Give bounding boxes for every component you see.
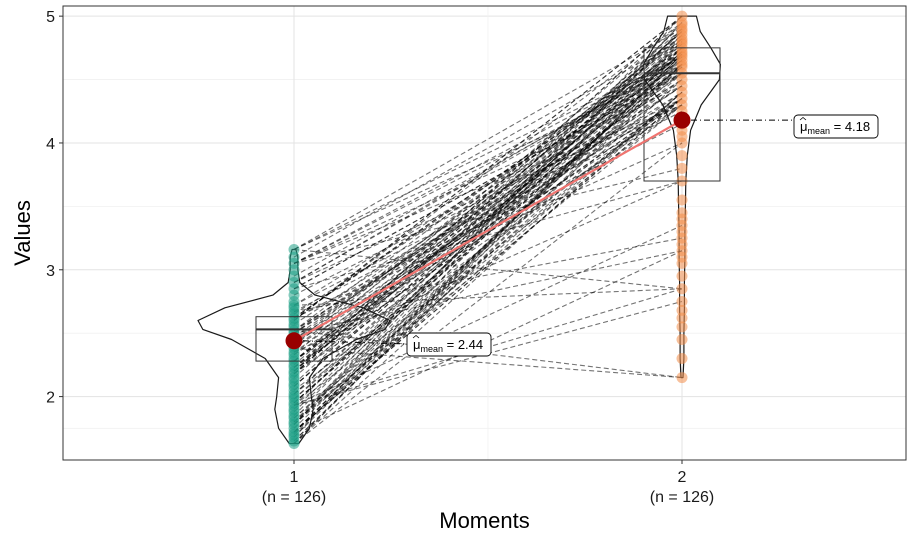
paired-line [293,98,683,296]
data-point-group-2 [676,150,688,162]
grid [63,6,906,460]
paired-line [293,38,683,332]
data-point-group-2 [676,10,688,22]
data-point-group-2 [676,353,688,365]
paired-line [293,91,683,425]
box-1 [255,316,333,362]
paired-line [293,98,683,344]
mean-point-2 [673,111,691,129]
data-point-group-2 [676,334,688,346]
data-point-group-2 [676,162,688,174]
paired-line [293,91,683,444]
paired-line [293,30,683,375]
box-2 [643,47,721,182]
mean-label-text: μmean = 4.18 [800,119,870,136]
paired-line [293,24,683,385]
paired-line [293,98,683,340]
paired-line [293,22,683,356]
paired-line [293,28,683,417]
paired-line [293,180,683,290]
paired-line [293,51,683,404]
x-tick-n-label: (n = 126) [262,489,326,506]
mean-label-text: μmean = 2.44 [413,337,483,354]
paired-line [293,53,683,368]
paired-line [293,56,683,283]
y-tick-label: 5 [46,9,55,26]
mean-label-box [406,332,492,357]
paired-line [293,56,683,264]
paired-line [293,72,683,290]
paired-line [293,63,683,315]
paired-line [293,47,683,444]
paired-line [293,347,683,379]
paired-line [293,56,683,250]
mean-label-1: μmean = 2.44 [302,332,492,357]
mean-label-2: μmean = 4.18 [691,114,879,139]
paired-line [293,250,683,433]
data-point-group-1 [288,251,300,263]
data-point-group-2 [676,283,688,295]
paired-line [293,224,683,406]
paired-line [293,98,683,433]
paired-line [293,248,683,290]
x-tick-label: 1 [290,469,299,486]
data-point-group-2 [676,321,688,333]
paired-line [293,104,683,283]
hat-mark [412,334,420,339]
data-point-group-2 [676,295,688,307]
paired-line [293,104,683,375]
mean-line-group [285,111,691,350]
paired-line [293,66,683,419]
paired-line [293,28,683,250]
paired-line [293,98,683,395]
data-point-group-2 [676,207,688,219]
paired-line [293,79,683,375]
x-tick-n-label: (n = 126) [650,489,714,506]
paired-line [293,47,683,387]
data-point-group-2 [676,270,688,282]
x-axis-title: Moments [439,508,529,533]
paired-line [293,38,683,258]
mean-label-connector [302,340,408,345]
paired-line [293,63,683,400]
paired-line [293,63,683,404]
y-tick-label: 3 [46,263,55,280]
panel-border [62,5,907,461]
paired-line [293,47,683,349]
paired-line [293,38,683,375]
hat-mark [799,116,807,121]
mean-label-box [793,114,879,139]
data-point-group-2 [676,312,688,324]
boxplots [255,47,721,362]
mean-line [293,119,683,342]
axes: 2 3 4 5 1 (n = 126) 2 (n = 126) Moments Values [10,9,714,533]
paired-line [293,85,683,264]
mean-point-1 [285,332,303,350]
paired-line [293,180,683,353]
paired-line [293,167,683,264]
paired-line [293,38,683,410]
paired-line [293,142,683,444]
paired-line [293,53,683,436]
y-axis-title: Values [10,200,35,266]
paired-line [293,60,683,372]
data-point-group-2 [676,194,688,206]
data-point-group-2 [676,304,688,316]
paired-line [293,91,683,419]
data-point-group-1 [288,243,300,255]
paired-lines [293,15,683,444]
data-point-group-2 [676,372,688,384]
paired-line [293,85,683,332]
paired-line [293,28,683,425]
mean-labels: μmean = 2.44 μmean = 4.18 [302,114,879,357]
paired-line [293,91,683,433]
y-tick-label: 2 [46,390,55,407]
paired-line [293,38,683,347]
paired-line [293,15,683,321]
paired-line [293,91,683,334]
paired-line [293,43,683,395]
x-tick-label: 2 [678,469,687,486]
y-tick-label: 4 [46,136,55,153]
